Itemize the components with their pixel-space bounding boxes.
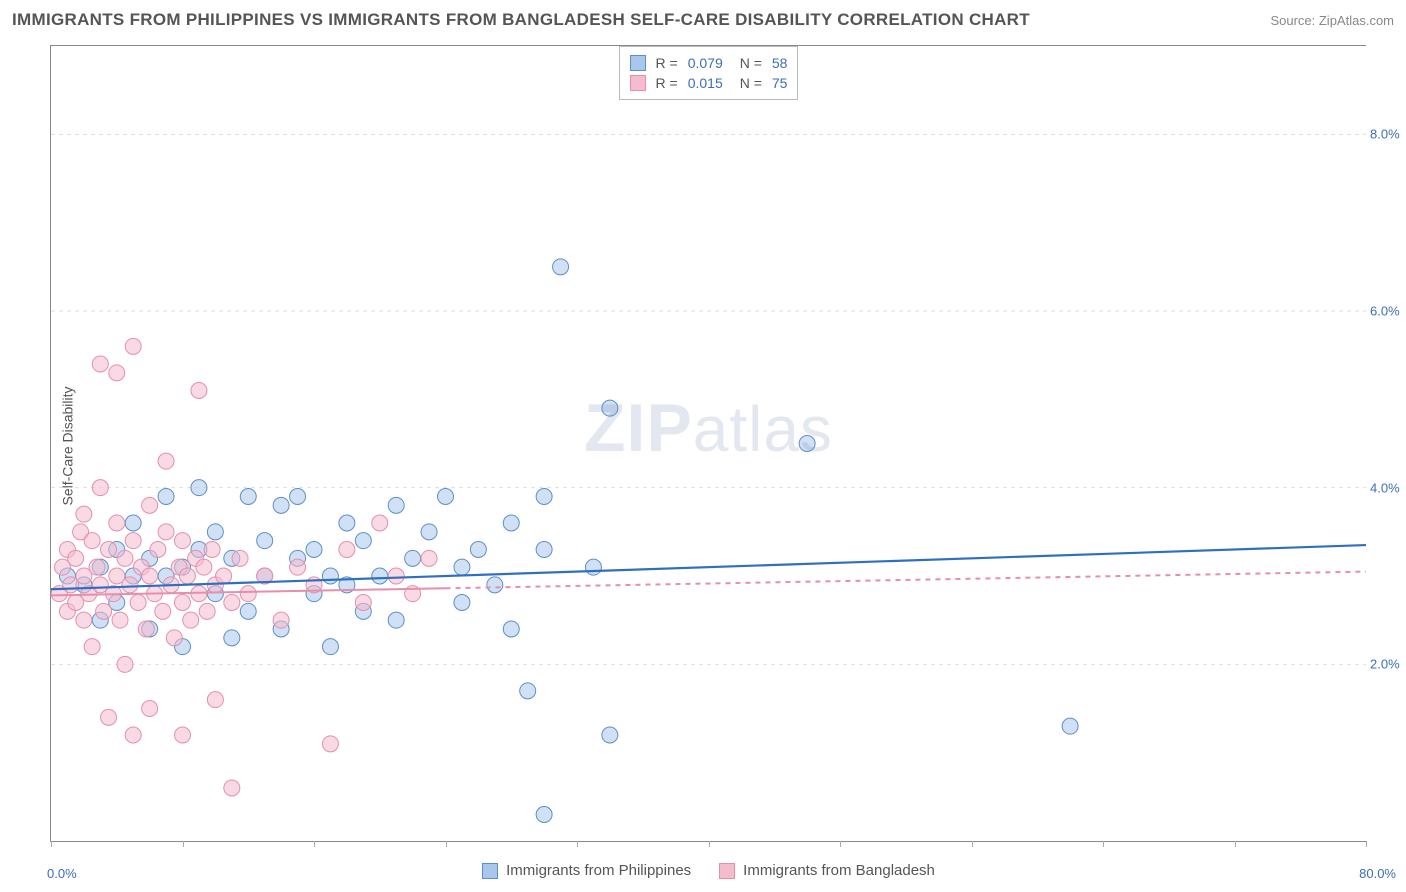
legend-series-item: Immigrants from Bangladesh xyxy=(719,862,935,879)
legend-swatch xyxy=(482,863,498,879)
legend-r-value: 0.015 xyxy=(688,75,730,91)
regression-line xyxy=(51,588,446,595)
legend-stats: R = 0.079 N = 58 R = 0.015 N = 75 xyxy=(619,46,799,100)
x-tick-mark xyxy=(51,841,52,847)
legend-n-prefix: N = xyxy=(740,55,762,71)
x-tick-mark xyxy=(446,841,447,847)
y-tick-label: 8.0% xyxy=(1370,127,1406,142)
legend-series: Immigrants from Philippines Immigrants fr… xyxy=(51,862,1366,879)
x-tick-mark xyxy=(840,841,841,847)
legend-n-prefix: N = xyxy=(740,75,762,91)
source-label: Source: ZipAtlas.com xyxy=(1270,13,1394,28)
legend-r-prefix: R = xyxy=(656,55,678,71)
legend-stat-row: R = 0.015 N = 75 xyxy=(630,73,788,93)
x-tick-mark xyxy=(577,841,578,847)
legend-swatch xyxy=(630,55,646,71)
regression-layer xyxy=(51,46,1366,841)
legend-series-label: Immigrants from Philippines xyxy=(506,862,691,879)
legend-series-label: Immigrants from Bangladesh xyxy=(743,862,935,879)
x-tick-mark xyxy=(314,841,315,847)
legend-swatch xyxy=(630,75,646,91)
x-tick-mark xyxy=(183,841,184,847)
regression-line-extrapolated xyxy=(446,572,1367,589)
x-tick-mark xyxy=(709,841,710,847)
legend-n-value: 58 xyxy=(772,55,788,71)
legend-r-prefix: R = xyxy=(656,75,678,91)
x-tick-mark xyxy=(1103,841,1104,847)
x-tick-mark xyxy=(1366,841,1367,847)
legend-series-item: Immigrants from Philippines xyxy=(482,862,691,879)
plot-area: ZIPatlas R =0.079N =58R =0.015N =75 2.0%… xyxy=(50,45,1366,842)
y-tick-label: 4.0% xyxy=(1370,480,1406,495)
legend-swatch xyxy=(719,863,735,879)
x-tick-mark xyxy=(972,841,973,847)
y-tick-label: 2.0% xyxy=(1370,657,1406,672)
chart-title: IMMIGRANTS FROM PHILIPPINES VS IMMIGRANT… xyxy=(12,10,1030,30)
x-tick-mark xyxy=(1235,841,1236,847)
y-tick-label: 6.0% xyxy=(1370,304,1406,319)
legend-stat-row: R = 0.079 N = 58 xyxy=(630,53,788,73)
legend-r-value: 0.079 xyxy=(688,55,730,71)
legend-n-value: 75 xyxy=(772,75,788,91)
